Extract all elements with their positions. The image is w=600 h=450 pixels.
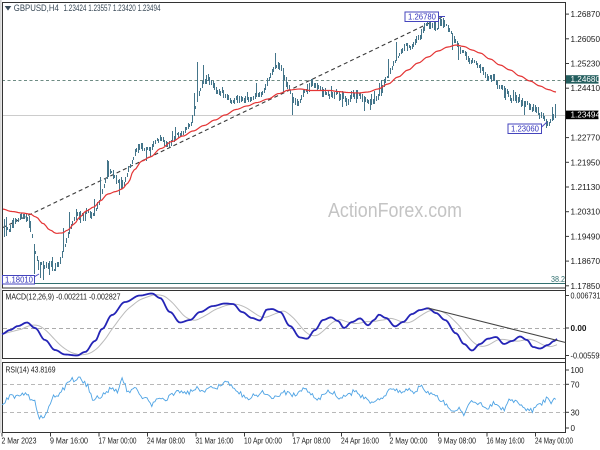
svg-text:1.24410: 1.24410 [571, 83, 600, 93]
svg-text:24 May 00:00: 24 May 00:00 [535, 436, 573, 446]
svg-text:RSI(14) 43.8169: RSI(14) 43.8169 [6, 365, 56, 375]
svg-text:1.26870: 1.26870 [571, 9, 600, 19]
svg-text:1.19490: 1.19490 [571, 231, 600, 241]
svg-text:1.24680: 1.24680 [571, 74, 600, 84]
svg-text:16 May 16:00: 16 May 16:00 [487, 436, 525, 446]
svg-text:1.21130: 1.21130 [571, 182, 600, 192]
svg-text:38.2: 38.2 [551, 274, 565, 284]
svg-text:100: 100 [571, 365, 584, 375]
svg-text:1.25230: 1.25230 [571, 59, 600, 69]
svg-text:ActionForex.com: ActionForex.com [328, 199, 462, 222]
svg-text:17 Mar 00:00: 17 Mar 00:00 [99, 436, 137, 446]
svg-text:1.18010: 1.18010 [5, 275, 33, 285]
svg-text:1.23060: 1.23060 [511, 124, 539, 134]
svg-text:2 May 00:00: 2 May 00:00 [390, 436, 428, 446]
svg-text:1.17850: 1.17850 [571, 281, 600, 291]
svg-text:0: 0 [571, 423, 576, 433]
svg-text:31 Mar 16:00: 31 Mar 16:00 [196, 436, 234, 446]
svg-text:1.20310: 1.20310 [571, 207, 600, 217]
svg-text:1.26780: 1.26780 [408, 12, 436, 22]
svg-text:1.26050: 1.26050 [571, 34, 600, 44]
svg-text:1.21950: 1.21950 [571, 157, 600, 167]
svg-text:GBPUSD,H4: GBPUSD,H4 [14, 3, 59, 14]
svg-text:1.18670: 1.18670 [571, 256, 600, 266]
svg-text:24 Apr 16:00: 24 Apr 16:00 [341, 436, 379, 446]
svg-text:1.23424 1.23557 1.23420 1.2349: 1.23424 1.23557 1.23420 1.23494 [64, 3, 161, 13]
svg-text:9 Mar 16:00: 9 Mar 16:00 [50, 436, 88, 446]
svg-text:24 Mar 08:00: 24 Mar 08:00 [147, 436, 185, 446]
svg-text:-0.005595: -0.005595 [571, 351, 600, 361]
svg-text:30: 30 [571, 407, 580, 417]
svg-text:9 May 08:00: 9 May 08:00 [438, 436, 476, 446]
svg-text:MACD(12,26,9) -0.002211 -0.002: MACD(12,26,9) -0.002211 -0.002827 [6, 292, 121, 302]
svg-text:2 Mar 2023: 2 Mar 2023 [2, 436, 37, 446]
svg-text:17 Apr 08:00: 17 Apr 08:00 [293, 436, 331, 446]
svg-text:10 Apr 00:00: 10 Apr 00:00 [244, 436, 282, 446]
svg-text:0.006731: 0.006731 [571, 291, 600, 301]
svg-text:1.22770: 1.22770 [571, 133, 600, 143]
svg-text:0.00: 0.00 [571, 323, 587, 333]
svg-text:70: 70 [571, 379, 580, 389]
svg-text:1.23494: 1.23494 [571, 110, 600, 120]
